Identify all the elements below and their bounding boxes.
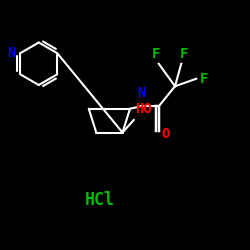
Text: HCl: HCl — [85, 191, 115, 209]
Text: N: N — [7, 46, 15, 60]
Text: F: F — [180, 47, 188, 61]
Text: F: F — [200, 72, 208, 86]
Text: HO: HO — [135, 102, 152, 116]
Text: O: O — [162, 127, 170, 141]
Text: N: N — [137, 86, 145, 100]
Text: F: F — [152, 47, 160, 61]
